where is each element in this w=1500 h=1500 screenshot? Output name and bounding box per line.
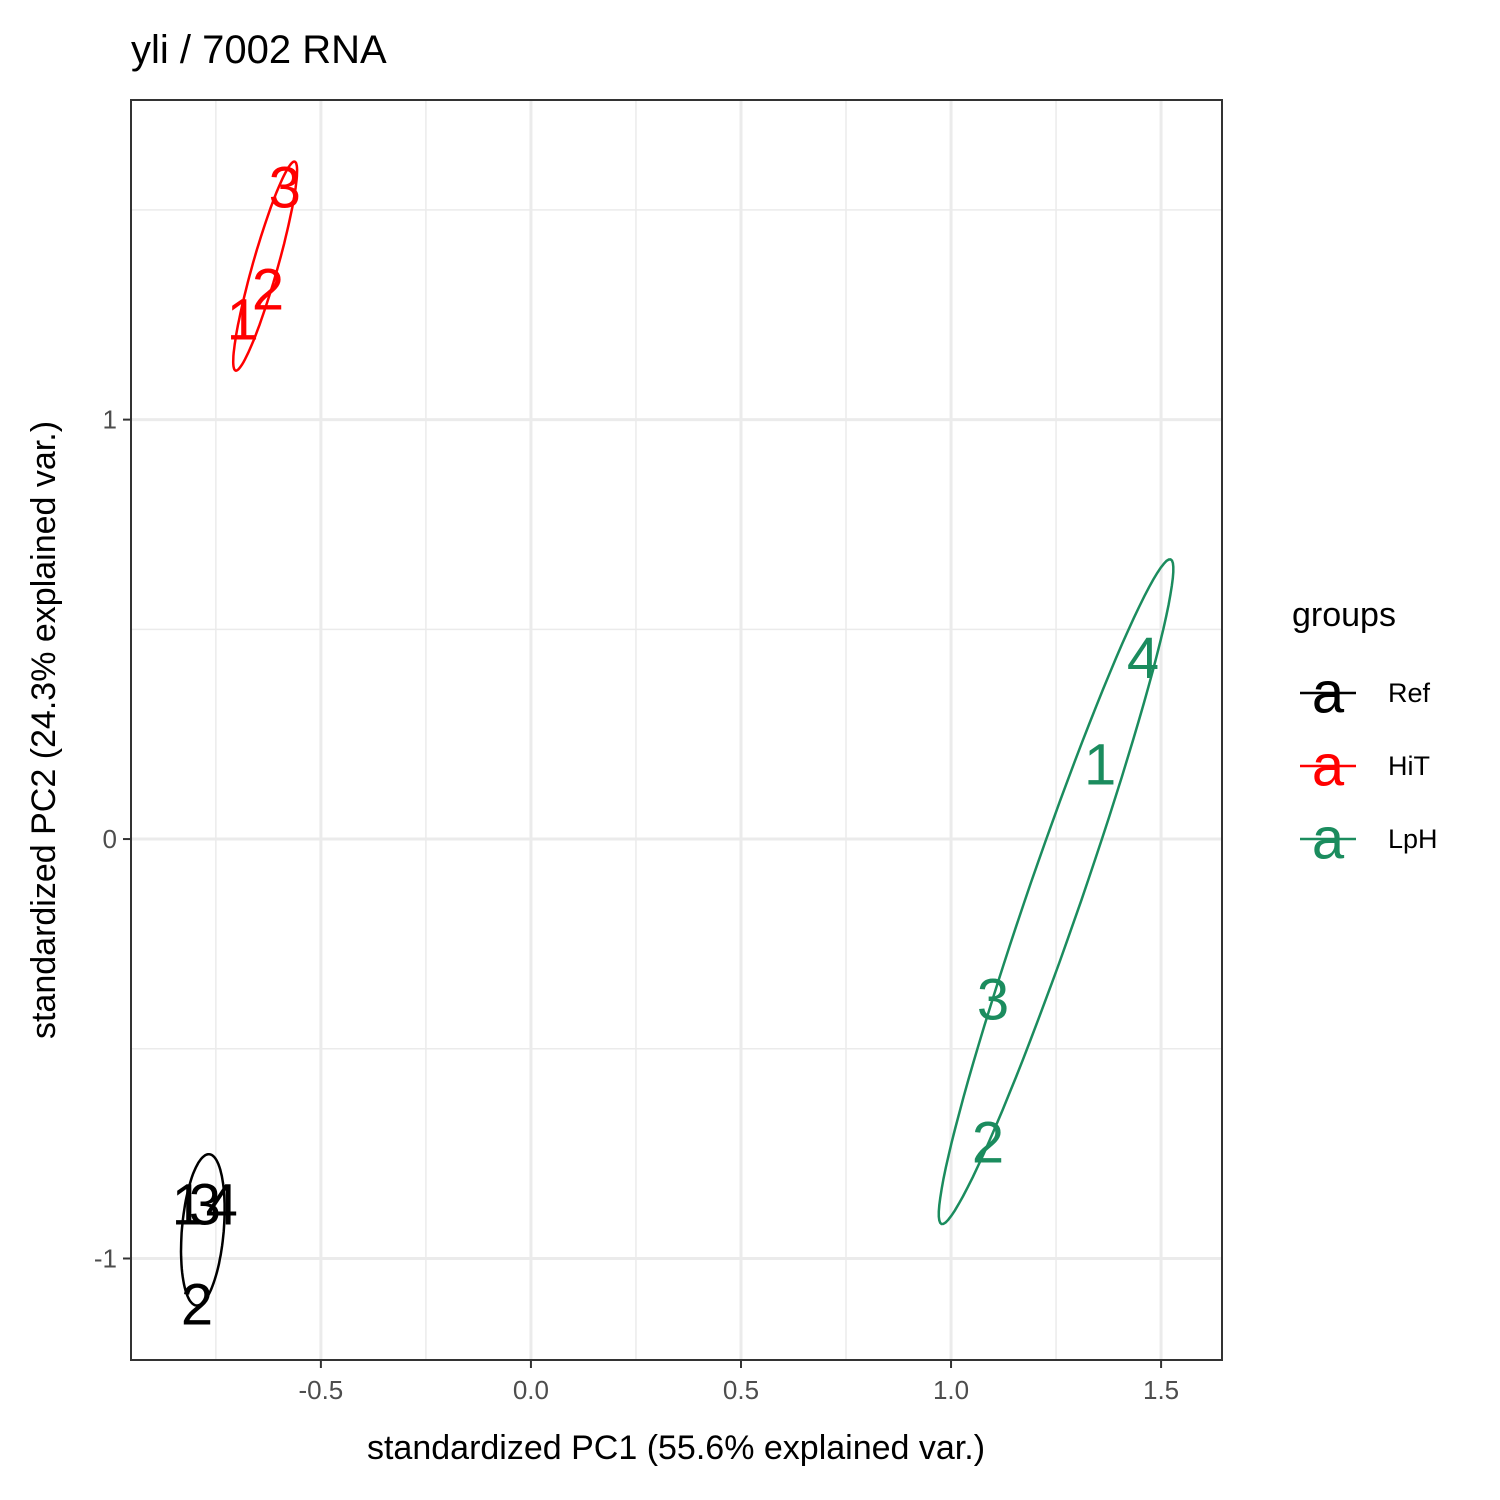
y-tick-label: -1 (94, 1243, 117, 1273)
point-label: 1 (227, 288, 259, 353)
point-label: 3 (269, 156, 301, 221)
y-axis-title: standardized PC2 (24.3% explained var.) (25, 421, 63, 1039)
x-tick-label: 0.5 (723, 1375, 759, 1405)
legend-label: LpH (1388, 824, 1438, 854)
legend-label: Ref (1388, 678, 1431, 708)
point-label: 2 (252, 258, 284, 323)
y-tick-label: 1 (103, 405, 117, 435)
point-label: 3 (977, 968, 1009, 1033)
point-label: 2 (181, 1273, 213, 1338)
point-label: 3 (189, 1172, 221, 1237)
x-axis-title: standardized PC1 (55.6% explained var.) (367, 1429, 985, 1467)
x-tick-label: 0.0 (513, 1375, 549, 1405)
x-tick-label: 1.0 (933, 1375, 969, 1405)
chart-title: yli / 7002 RNA (131, 28, 387, 72)
y-tick-label: 0 (103, 824, 117, 854)
point-label: 1 (1084, 733, 1116, 798)
plot-border (130, 99, 1223, 1361)
legend-label: HiT (1388, 751, 1430, 781)
group-ellipse (231, 160, 299, 372)
point-label: 4 (206, 1172, 238, 1237)
group-ellipse (937, 558, 1175, 1226)
legend-title: groups (1292, 596, 1396, 634)
x-tick-label: -0.5 (298, 1375, 343, 1405)
point-label: 2 (972, 1111, 1004, 1176)
x-tick-label: 1.5 (1143, 1375, 1179, 1405)
group-ellipse (179, 1152, 226, 1307)
point-label: 1 (172, 1172, 204, 1237)
point-label: 4 (1127, 626, 1159, 691)
